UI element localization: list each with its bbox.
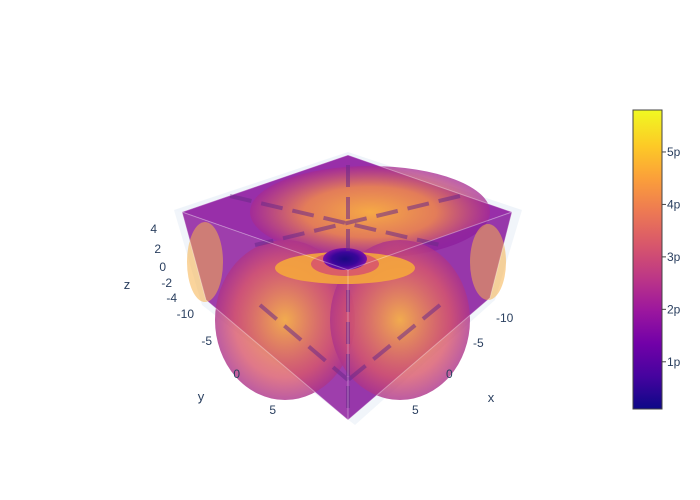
core bbox=[323, 248, 367, 270]
colorbar-gradient bbox=[632, 109, 663, 410]
y-tick-label: -5 bbox=[201, 334, 212, 348]
z-tick-label: -4 bbox=[166, 291, 177, 305]
x-axis-ticks: -10 -5 0 5 bbox=[412, 311, 514, 417]
x-tick-label: 5 bbox=[412, 403, 419, 417]
top-face-glow bbox=[250, 166, 490, 258]
z-tick-label: 4 bbox=[150, 222, 157, 236]
colorbar-tick-label: 2p bbox=[667, 302, 681, 316]
colorbar: 1p 2p 3p 4p 5p bbox=[632, 109, 681, 410]
right-edge-glow bbox=[470, 224, 506, 300]
y-tick-label: 0 bbox=[233, 367, 240, 381]
y-tick-label: 5 bbox=[269, 403, 276, 417]
y-tick-label: -10 bbox=[177, 307, 195, 321]
volume-render bbox=[181, 154, 514, 421]
z-tick-label: 2 bbox=[154, 242, 161, 256]
colorbar-tick-label: 5p bbox=[667, 145, 681, 159]
z-axis-title: z bbox=[124, 277, 131, 292]
colorbar-tick-label: 3p bbox=[667, 250, 681, 264]
y-axis-ticks: -10 -5 0 5 bbox=[177, 307, 277, 417]
x-axis-title: x bbox=[488, 390, 495, 405]
colorbar-tick-label: 4p bbox=[667, 197, 681, 211]
colorbar-tick-label: 1p bbox=[667, 355, 681, 369]
z-axis-ticks: -4-2 0 2 4 bbox=[150, 222, 177, 305]
left-edge-glow bbox=[187, 222, 223, 302]
x-tick-label: -10 bbox=[496, 311, 514, 325]
z-tick-label: -2 bbox=[161, 276, 172, 290]
x-tick-label: -5 bbox=[473, 336, 484, 350]
x-tick-label: 0 bbox=[446, 367, 453, 381]
y-axis-title: y bbox=[198, 389, 205, 404]
colorbar-ticks: 1p 2p 3p 4p 5p bbox=[662, 145, 681, 369]
z-tick-label: 0 bbox=[159, 260, 166, 274]
